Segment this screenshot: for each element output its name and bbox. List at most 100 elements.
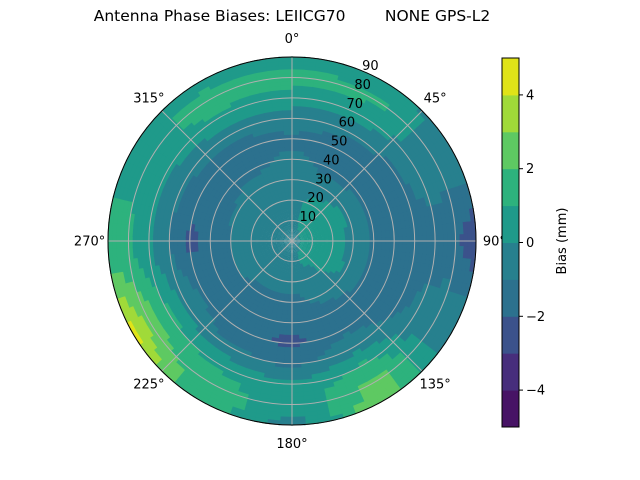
contour-cell bbox=[433, 311, 444, 326]
contour-cell bbox=[258, 163, 266, 171]
contour-cell bbox=[446, 200, 454, 215]
contour-cell bbox=[450, 199, 458, 214]
contour-cell bbox=[300, 263, 305, 269]
contour-cell bbox=[262, 241, 268, 245]
contour-cell bbox=[225, 233, 232, 240]
contour-cell bbox=[384, 250, 391, 259]
contour-cell bbox=[130, 200, 138, 215]
contour-cell bbox=[397, 315, 409, 328]
contour-cell bbox=[327, 64, 343, 73]
contour-cell bbox=[248, 276, 256, 283]
contour-cell bbox=[280, 387, 293, 393]
contour-cell bbox=[291, 113, 302, 119]
contour-cell bbox=[438, 301, 449, 316]
contour-cell bbox=[129, 149, 141, 165]
contour-cell bbox=[436, 313, 448, 328]
contour-cell bbox=[409, 180, 418, 193]
contour-cell bbox=[226, 341, 237, 351]
contour-cell bbox=[168, 201, 176, 212]
contour-cell bbox=[419, 122, 432, 136]
contour-cell bbox=[247, 390, 261, 398]
contour-cell bbox=[196, 120, 209, 132]
contour-cell bbox=[375, 369, 390, 381]
contour-cell bbox=[154, 293, 164, 307]
contour-cell bbox=[412, 301, 422, 314]
contour-cell bbox=[260, 228, 266, 233]
contour-cell bbox=[135, 139, 147, 154]
contour-cell bbox=[364, 399, 380, 411]
contour-cell bbox=[247, 84, 261, 92]
contour-cell bbox=[458, 184, 468, 200]
contour-cell bbox=[288, 232, 291, 238]
contour-cell bbox=[291, 183, 297, 188]
contour-cell bbox=[204, 130, 216, 142]
contour-cell bbox=[291, 371, 303, 377]
contour-cell bbox=[387, 104, 401, 117]
contour-cell bbox=[365, 353, 378, 364]
contour-cell bbox=[362, 368, 376, 380]
contour-cell bbox=[183, 365, 197, 378]
contour-cell bbox=[246, 245, 252, 250]
contour-cell bbox=[229, 375, 243, 385]
contour-cell bbox=[295, 175, 302, 181]
contour-cell bbox=[340, 245, 346, 251]
contour-cell bbox=[291, 326, 299, 332]
contour-cell bbox=[230, 139, 241, 148]
contour-cell bbox=[154, 175, 164, 189]
contour-cell bbox=[276, 246, 282, 250]
contour-cell bbox=[294, 248, 297, 254]
contour-cell bbox=[297, 154, 305, 161]
contour-cell bbox=[138, 266, 146, 280]
contour-cell bbox=[276, 270, 281, 277]
contour-cell bbox=[178, 275, 187, 287]
contour-cell bbox=[112, 283, 122, 299]
contour-cell bbox=[184, 290, 194, 302]
contour-cell bbox=[340, 242, 346, 247]
contour-cell bbox=[379, 269, 387, 279]
contour-cell bbox=[279, 237, 285, 240]
contour-cell bbox=[251, 279, 259, 286]
contour-cell bbox=[183, 349, 196, 362]
contour-cell bbox=[291, 179, 297, 184]
contour-cell bbox=[276, 134, 286, 140]
contour-cell bbox=[373, 81, 389, 93]
contour-cell bbox=[128, 279, 137, 294]
contour-cell bbox=[317, 329, 327, 337]
contour-cell bbox=[315, 66, 330, 74]
contour-cell bbox=[246, 114, 258, 123]
contour-cell bbox=[202, 359, 215, 371]
contour-cell bbox=[283, 260, 287, 266]
contour-cell bbox=[177, 186, 186, 198]
contour-cell bbox=[206, 75, 222, 87]
contour-cell bbox=[437, 139, 449, 154]
contour-cell bbox=[209, 122, 222, 133]
contour-cell bbox=[237, 90, 252, 100]
contour-cell bbox=[192, 278, 201, 289]
contour-cell bbox=[297, 325, 306, 332]
contour-cell bbox=[298, 226, 303, 232]
contour-cell bbox=[261, 226, 267, 231]
contour-cell bbox=[328, 106, 341, 115]
contour-cell bbox=[303, 215, 308, 221]
contour-cell bbox=[253, 134, 264, 142]
contour-cell bbox=[156, 315, 168, 329]
contour-cell bbox=[184, 299, 195, 311]
contour-cell bbox=[365, 337, 378, 348]
contour-cell bbox=[152, 331, 164, 346]
contour-cell bbox=[221, 105, 235, 115]
contour-cell bbox=[168, 333, 181, 346]
contour-cell bbox=[339, 67, 355, 77]
contour-cell bbox=[384, 223, 391, 232]
contour-cell bbox=[337, 398, 352, 407]
contour-cell bbox=[287, 228, 290, 234]
contour-cell bbox=[301, 218, 306, 224]
contour-cell bbox=[278, 262, 283, 268]
contour-cell bbox=[351, 370, 365, 381]
contour-cell bbox=[216, 377, 230, 388]
contour-cell bbox=[149, 148, 161, 162]
contour-cell bbox=[280, 249, 285, 255]
contour-cell bbox=[237, 356, 250, 365]
contour-cell bbox=[423, 273, 432, 287]
contour-cell bbox=[397, 141, 409, 154]
contour-cell bbox=[329, 371, 342, 380]
